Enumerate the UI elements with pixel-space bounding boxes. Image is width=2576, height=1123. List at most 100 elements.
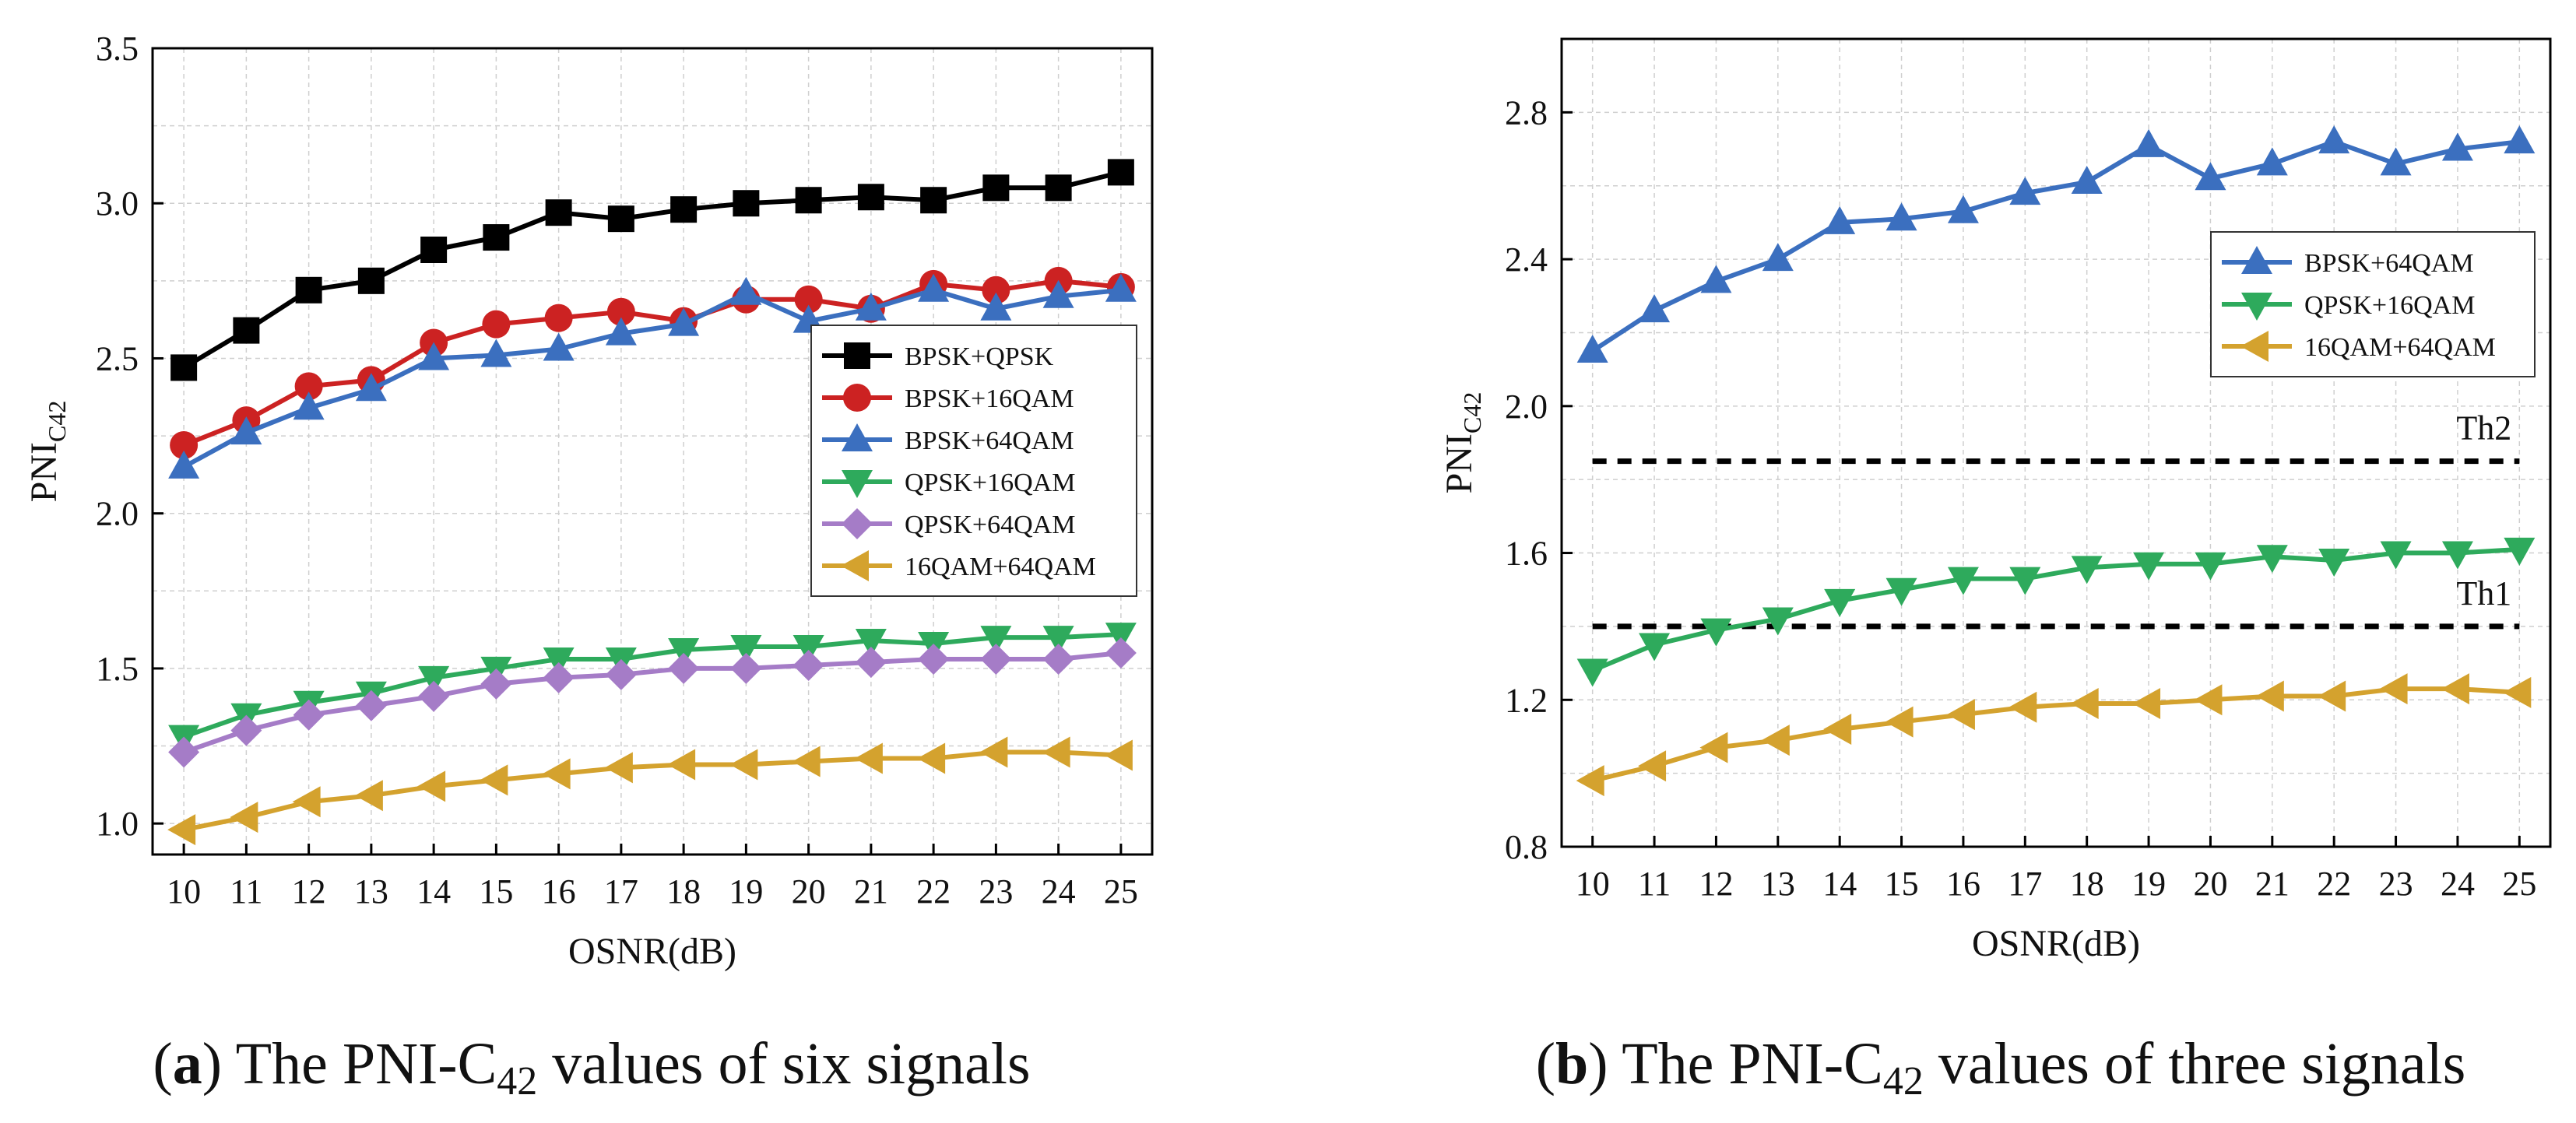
y-axis-label: PNIC42 (23, 401, 71, 503)
series-qpsk-16qam (168, 623, 1137, 753)
data-point (980, 626, 1012, 654)
y-tick-label: 2.8 (1505, 93, 1548, 132)
legend: BPSK+64QAM QPSK+16QAM 16QAM+64QAM (2210, 231, 2536, 377)
data-point (2504, 537, 2536, 566)
legend-entry-qpsk-16qam: QPSK+16QAM (2304, 291, 2475, 320)
data-point (979, 736, 1008, 768)
data-point (1042, 626, 1074, 654)
data-point (168, 736, 200, 768)
caption-text-after: values of three signals (1924, 1031, 2465, 1097)
x-tick-label: 16 (1946, 865, 1980, 903)
legend-entry-bpsk-qpsk: BPSK+QPSK (905, 342, 1054, 371)
caption-subscript: 42 (497, 1059, 537, 1104)
data-point (607, 205, 634, 233)
series-line-16qam-64qam (183, 749, 1122, 833)
x-tick-label: 11 (230, 872, 262, 911)
x-tick-label: 14 (1822, 865, 1857, 903)
data-point (1700, 265, 1732, 293)
series-16qam-64qam (1576, 673, 2532, 797)
x-tick-label: 10 (167, 872, 201, 911)
caption-a: (a) The PNI-C42 values of six signals (153, 1031, 1030, 1104)
data-point (855, 629, 887, 658)
x-tick-label: 13 (1761, 865, 1795, 903)
data-point (2380, 541, 2412, 570)
x-tick-label: 20 (2193, 865, 2227, 903)
data-point (792, 746, 821, 777)
series-line-16qam-64qam (1591, 686, 2520, 783)
data-point (354, 780, 383, 812)
data-point (1638, 750, 1667, 782)
data-point (980, 292, 1012, 321)
y-tick-label: 0.8 (1505, 828, 1548, 866)
data-point (480, 764, 508, 796)
x-tick-label: 20 (792, 872, 826, 911)
legend-swatch-marker (2240, 331, 2268, 362)
data-point (1042, 279, 1074, 308)
data-point (294, 372, 323, 401)
data-point (1700, 618, 1732, 647)
x-tick-label: 23 (979, 872, 1013, 911)
caption-b: (b) The PNI-C42 values of three signals (1536, 1031, 2466, 1104)
legend-entry-bpsk-64qam: BPSK+64QAM (905, 426, 1074, 455)
series-bpsk-64qam (1576, 125, 2536, 363)
data-point (1947, 567, 1979, 595)
series-line-qpsk-16qam (1591, 546, 2520, 673)
data-point (293, 699, 325, 731)
captions: (a) The PNI-C42 values of six signals (b)… (153, 1031, 2465, 1104)
data-point (1105, 637, 1137, 669)
data-point (1762, 243, 1794, 272)
data-point (1104, 739, 1133, 771)
data-point (733, 190, 760, 217)
series-line-bpsk-64qam (1591, 139, 2520, 353)
x-tick-label: 15 (1885, 865, 1919, 903)
data-point (2009, 567, 2041, 595)
data-point (355, 690, 387, 721)
x-tick-label: 23 (2379, 865, 2413, 903)
data-point (2133, 552, 2165, 581)
plot-frame (151, 47, 1154, 856)
data-point (1885, 577, 1917, 606)
x-tick-label: 10 (1576, 865, 1610, 903)
y-tick-label: 1.5 (96, 650, 139, 688)
data-point (2070, 687, 2099, 719)
legend-swatch-marker (842, 423, 873, 451)
x-tick-label: 22 (2317, 865, 2351, 903)
data-point (1824, 588, 1856, 617)
data-point (420, 237, 448, 263)
data-point (2195, 162, 2226, 191)
series-16qam-64qam (167, 736, 1133, 846)
x-tick-label: 19 (2131, 865, 2166, 903)
data-point (292, 786, 321, 818)
x-tick-label: 24 (1042, 872, 1076, 911)
data-point (2441, 541, 2473, 570)
legend-swatch-marker (2241, 246, 2272, 274)
data-point (2380, 147, 2412, 176)
data-point (792, 635, 824, 664)
panel-b-chart: Th2 Th1 10 11 12 13 14 15 16 17 18 19 20 21 22 23 24 25 0.… (1439, 37, 2552, 964)
x-tick-label: 13 (354, 872, 388, 911)
legend-box (810, 325, 1137, 597)
y-tick-label: 2.0 (1505, 388, 1548, 426)
caption-letter: a (173, 1031, 202, 1097)
legend-swatch-marker (842, 470, 873, 498)
legend-swatch-marker (843, 384, 871, 412)
y-tick-label: 2.4 (1505, 240, 1548, 279)
data-point (170, 354, 198, 381)
data-point (857, 184, 884, 211)
series-line-bpsk-qpsk (182, 170, 1122, 370)
data-point (1639, 633, 1671, 662)
data-point (918, 273, 950, 302)
legend-swatch-marker (842, 508, 873, 539)
caption-paren-open: ( (1536, 1031, 1555, 1097)
data-point (545, 199, 572, 226)
data-point (2441, 673, 2469, 705)
data-point (2255, 680, 2284, 712)
data-point (2008, 691, 2037, 723)
data-point (418, 665, 450, 694)
series-line-bpsk-64qam (182, 287, 1122, 469)
series-line-bpsk-16qam (183, 278, 1122, 447)
data-point (2195, 552, 2226, 581)
data-point (920, 187, 947, 214)
data-point (170, 431, 199, 460)
data-point (730, 276, 762, 305)
